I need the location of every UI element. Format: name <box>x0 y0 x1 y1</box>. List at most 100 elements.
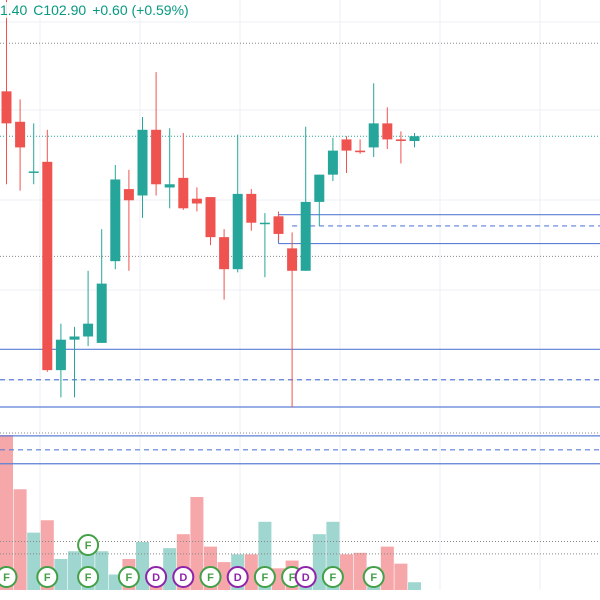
earnings-marker-label: F <box>370 572 377 584</box>
earnings-marker-circle <box>199 566 222 588</box>
earnings-marker: F <box>77 566 100 588</box>
candle-body <box>83 323 94 337</box>
candle <box>246 189 257 231</box>
candle <box>368 83 379 158</box>
earnings-marker: F <box>36 566 59 588</box>
candle-body <box>395 139 406 142</box>
earnings-marker-circle <box>253 566 276 588</box>
candle-body <box>151 129 162 185</box>
volume-bar <box>0 435 13 590</box>
candle <box>42 129 53 372</box>
candle <box>69 326 80 398</box>
candle <box>178 132 189 210</box>
dividend-marker-label: D <box>234 572 242 584</box>
earnings-marker-circle <box>117 566 140 588</box>
candle-body <box>191 198 202 204</box>
candle <box>151 72 162 196</box>
candle-body <box>409 136 420 142</box>
candle-body <box>273 216 284 234</box>
candle <box>259 213 270 278</box>
candle <box>110 165 121 270</box>
candle-body <box>110 179 121 262</box>
earnings-marker: F <box>0 566 18 588</box>
candle <box>287 232 298 407</box>
candle-body <box>69 336 80 340</box>
legend-close-value: C102.90 <box>33 2 87 18</box>
candle-body <box>164 184 175 188</box>
dividend-marker-circle <box>226 566 249 588</box>
volume-bar <box>163 548 177 590</box>
legend-low-value: 1.40 <box>0 2 28 18</box>
candle <box>55 323 66 398</box>
candle <box>395 131 406 164</box>
candle-body <box>341 139 352 151</box>
volume-bar <box>190 497 204 590</box>
dividend-marker-circle <box>294 566 317 588</box>
ohlc-legend: 1.40 C102.90 +0.60 (+0.59%) <box>0 2 198 18</box>
candle-body <box>382 123 393 140</box>
dividend-marker: D <box>145 566 168 588</box>
candle-body <box>246 193 257 223</box>
candle <box>341 136 352 174</box>
volume-bar <box>68 551 81 590</box>
earnings-marker-circle <box>0 566 18 588</box>
earnings-marker: F <box>321 566 344 588</box>
earnings-marker: F <box>199 566 222 588</box>
candle <box>382 107 393 150</box>
volume-bar <box>95 551 109 590</box>
dividend-marker-label: D <box>179 572 187 584</box>
candle-body <box>287 248 298 271</box>
candle <box>28 123 39 185</box>
candle <box>96 229 107 343</box>
drawn-price-levels[interactable] <box>0 214 600 465</box>
candle-body <box>42 161 53 371</box>
volume-bar <box>217 562 231 590</box>
earnings-marker-circle <box>362 566 385 588</box>
dividend-marker-label: D <box>302 572 310 584</box>
dividend-marker-label: D <box>152 572 160 584</box>
earnings-marker: F <box>117 566 140 588</box>
earnings-marker-circle <box>77 534 100 556</box>
earnings-marker: F <box>77 534 100 556</box>
earnings-marker-label: F <box>262 572 269 584</box>
earnings-marker-label: F <box>126 572 133 584</box>
candle <box>232 134 243 273</box>
earnings-marker: F <box>253 566 276 588</box>
candle <box>164 128 175 209</box>
candle-body <box>314 174 325 202</box>
candle <box>205 197 216 246</box>
legend-change-value: +0.60 (+0.59%) <box>92 2 189 18</box>
candle-body <box>205 197 216 238</box>
candle-body <box>327 150 338 175</box>
volume-bar <box>244 554 258 590</box>
candle <box>314 174 325 226</box>
earnings-marker-label: F <box>85 572 92 584</box>
candle-body <box>123 189 134 201</box>
candle-body <box>28 171 39 173</box>
earnings-marker-label: F <box>207 572 214 584</box>
candle <box>137 116 148 218</box>
volume-bar <box>54 559 68 590</box>
earnings-marker: F <box>362 566 385 588</box>
earnings-marker-circle <box>321 566 344 588</box>
volume-bar <box>13 489 27 590</box>
candle-body <box>55 339 66 371</box>
dividend-marker: D <box>172 566 195 588</box>
candle <box>327 137 338 182</box>
candle-body <box>219 237 230 270</box>
candle <box>300 126 311 271</box>
candle-body <box>137 129 148 196</box>
volume-bar <box>340 554 353 590</box>
earnings-marker-circle <box>77 566 100 588</box>
volume-bar <box>394 563 408 590</box>
candle-body <box>259 222 270 225</box>
candle-body <box>232 193 243 270</box>
earnings-marker-label: F <box>85 540 92 552</box>
candles <box>1 0 420 407</box>
candle <box>15 99 26 191</box>
candle-body <box>368 123 379 148</box>
candle-body <box>1 91 12 124</box>
